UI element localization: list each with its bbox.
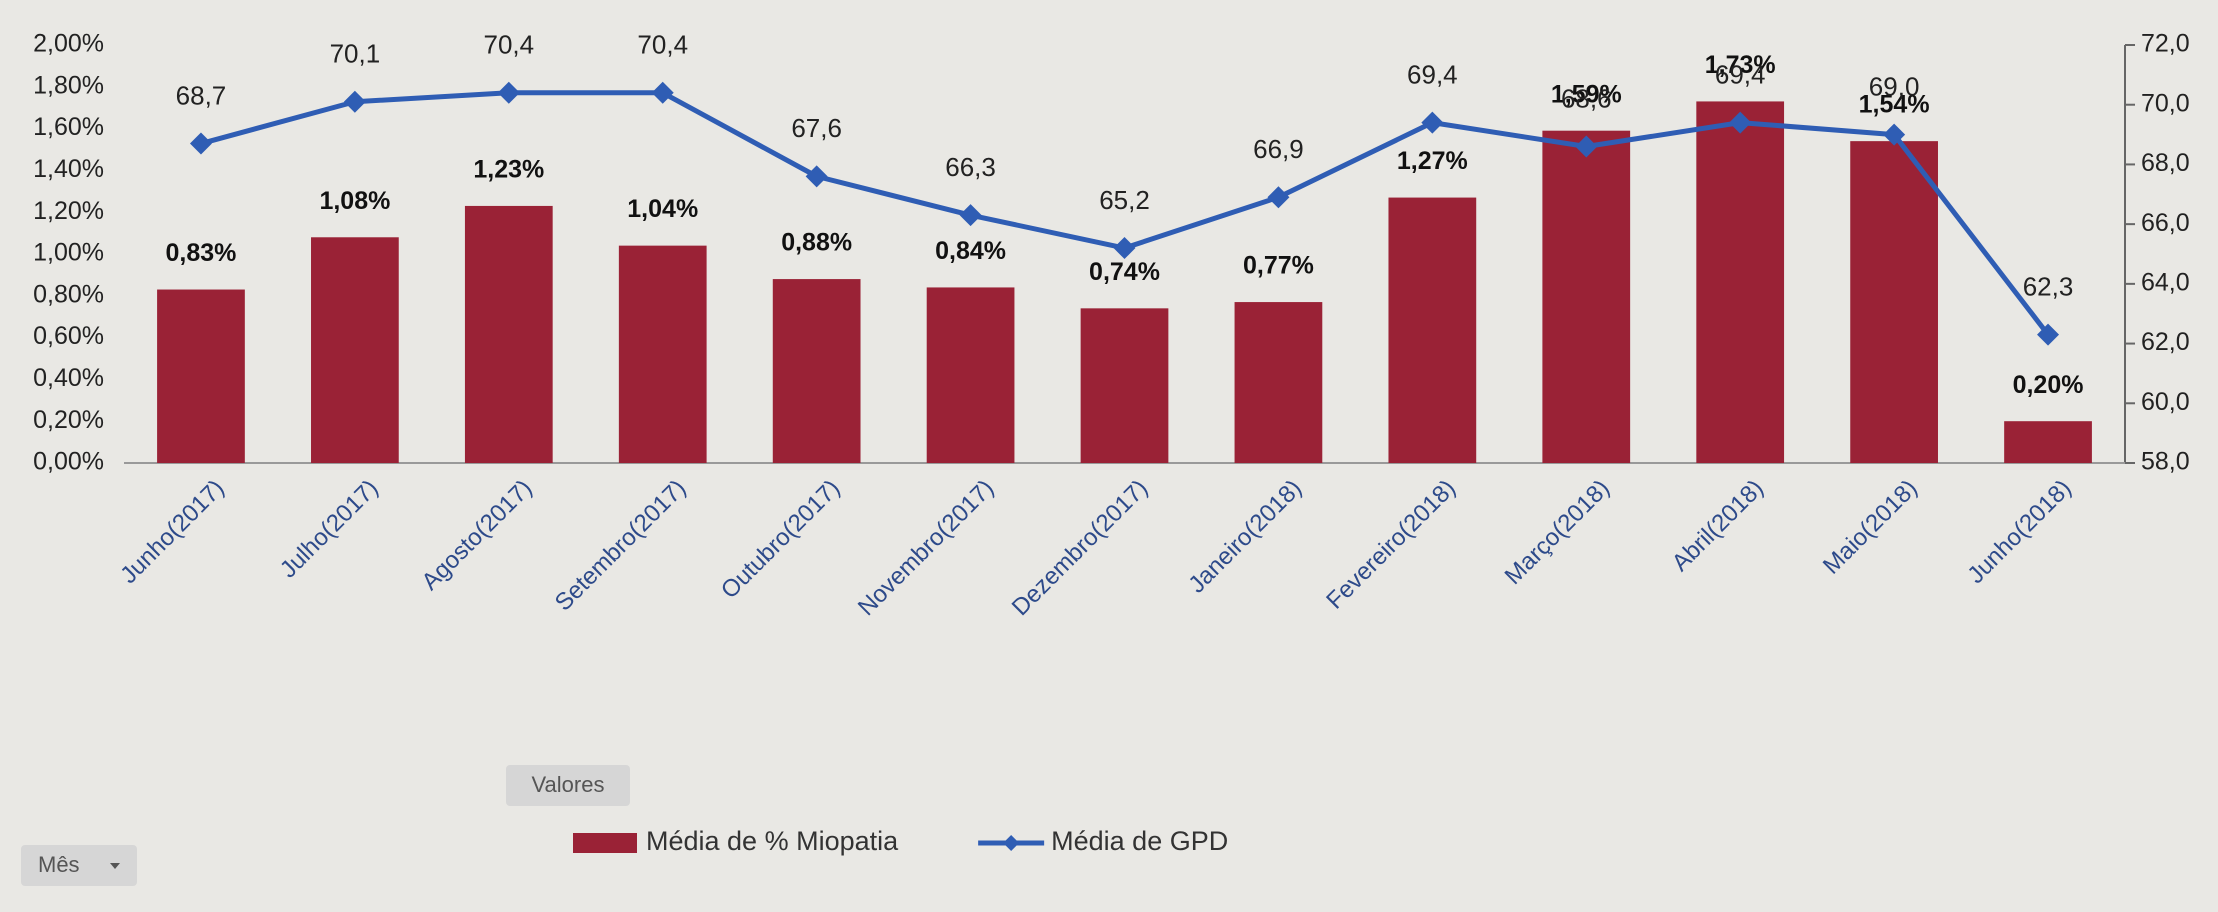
line-value-label: 68,7 [176, 80, 227, 110]
y-tick-label: 0,40% [33, 364, 104, 392]
line-value-label: 69,4 [1715, 60, 1766, 90]
dropdown-arrow [110, 863, 120, 869]
bar-value-label: 1,08% [319, 187, 390, 215]
bar [311, 237, 399, 463]
line-marker [1575, 135, 1598, 158]
y2-tick-label: 66,0 [2141, 209, 2190, 237]
bar [1542, 130, 1631, 463]
y-tick-label: 1,40% [33, 155, 104, 183]
line-value-label: 70,4 [637, 30, 688, 60]
line-value-label: 66,3 [945, 152, 996, 182]
line-marker [343, 90, 366, 113]
bar [772, 279, 861, 463]
bar [1696, 101, 1785, 464]
bar-value-label: 0,20% [2013, 371, 2084, 399]
line-marker [497, 81, 520, 104]
values-button[interactable] [506, 765, 630, 806]
bar [1234, 302, 1323, 463]
line-marker [189, 132, 212, 155]
bar-value-label: 1,27% [1397, 147, 1468, 175]
y2-tick-label: 60,0 [2141, 388, 2190, 416]
y2-tick-label: 72,0 [2141, 30, 2190, 58]
bar [1080, 308, 1169, 463]
bar [1388, 197, 1477, 463]
legend-marker [1003, 835, 1020, 851]
y-tick-label: 1,80% [33, 71, 104, 99]
legend-swatch [573, 833, 637, 853]
y2-tick-label: 64,0 [2141, 268, 2190, 296]
y2-tick-label: 68,0 [2141, 149, 2190, 177]
bar-value-label: 1,23% [473, 156, 544, 184]
line-value-label: 69,4 [1407, 60, 1458, 90]
line-marker [1421, 111, 1444, 134]
bar [1850, 141, 1938, 463]
line-value-label: 70,4 [484, 30, 535, 60]
y2-tick-label: 70,0 [2141, 89, 2190, 117]
line-marker [959, 204, 982, 227]
y-tick-label: 1,60% [33, 113, 104, 141]
y2-tick-label: 62,0 [2141, 328, 2190, 356]
values-button-label: Valores [532, 772, 605, 797]
bar-value-label: 0,77% [1243, 252, 1314, 280]
y-tick-label: 2,00% [33, 30, 104, 58]
bar-value-label: 0,84% [935, 237, 1006, 265]
bar-value-label: 1,04% [627, 195, 698, 223]
bar [157, 289, 245, 463]
y-tick-label: 0,60% [33, 322, 104, 350]
line-value-label: 67,6 [791, 113, 842, 143]
axis-field-button-label: Mês [38, 852, 80, 877]
legend-label: Média de GPD [1051, 826, 1228, 856]
line-marker [651, 81, 674, 104]
bar-value-label: 0,83% [166, 239, 237, 267]
axis-field-button[interactable] [21, 845, 137, 886]
y-tick-label: 0,20% [33, 406, 104, 434]
bar [926, 287, 1015, 463]
bar-value-label: 1,54% [1859, 91, 1930, 119]
y2-tick-label: 58,0 [2141, 448, 2190, 476]
line-value-label: 65,2 [1099, 185, 1150, 215]
line-marker [1883, 123, 1906, 146]
line-marker [805, 165, 828, 188]
legend-label: Média de % Miopatia [646, 826, 899, 856]
y-tick-label: 1,20% [33, 197, 104, 225]
bar-value-label: 1,73% [1705, 51, 1776, 79]
line-marker [1113, 237, 1136, 260]
line-value-label: 68,6 [1561, 83, 1612, 113]
y-tick-label: 1,00% [33, 239, 104, 267]
line-marker [1267, 186, 1290, 209]
y-tick-label: 0,00% [33, 448, 104, 476]
bar-value-label: 1,59% [1551, 80, 1622, 108]
line-marker [1729, 111, 1752, 134]
bar [464, 205, 553, 463]
bar [618, 245, 707, 463]
bar-value-label: 0,88% [781, 229, 852, 257]
line-value-label: 66,9 [1253, 134, 1304, 164]
bar-value-label: 0,74% [1089, 258, 1160, 286]
line-value-label: 62,3 [2023, 271, 2074, 301]
line-marker [2037, 323, 2060, 346]
line-value-label: 70,1 [330, 39, 381, 69]
y-tick-label: 0,80% [33, 280, 104, 308]
bar [2004, 421, 2092, 463]
line-value-label: 69,0 [1869, 71, 1920, 101]
